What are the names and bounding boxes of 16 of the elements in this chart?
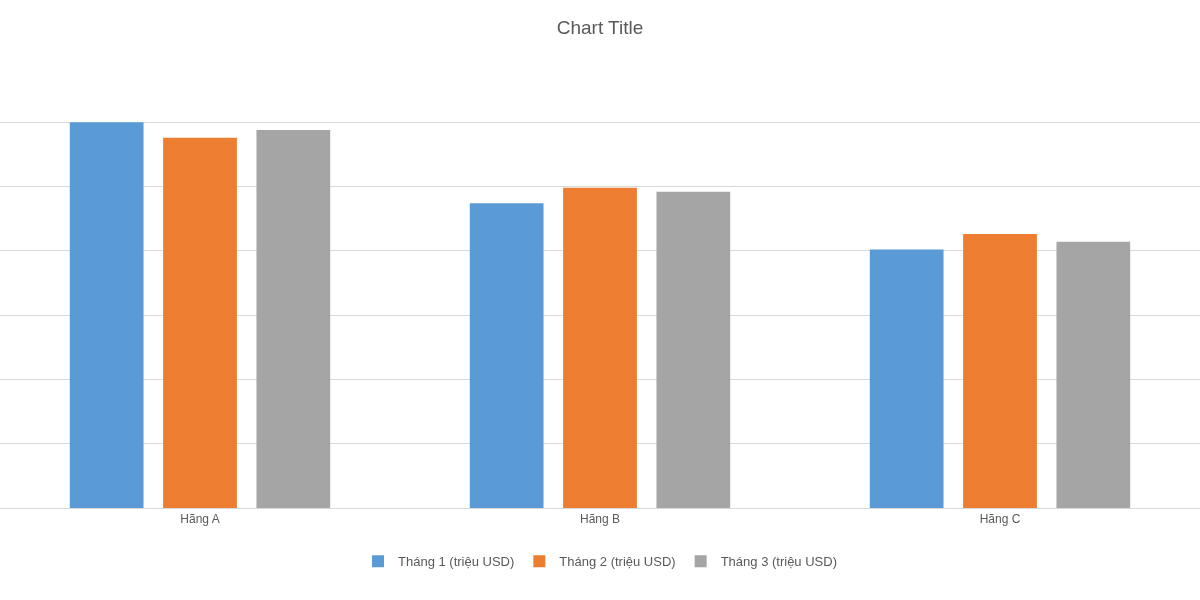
legend-label: Tháng 2 (triệu USD) [559, 554, 676, 570]
x-tick-label: Hãng B [579, 512, 621, 527]
bar [256, 129, 331, 508]
legend-label: Tháng 1 (triệu USD) [398, 554, 515, 570]
bar [69, 122, 144, 508]
bar [469, 203, 544, 508]
chart-title: Chart Title [556, 16, 644, 38]
legend-label: Tháng 3 (triệu USD) [720, 554, 837, 570]
bar [656, 191, 731, 508]
x-tick-label: Hãng C [979, 512, 1021, 527]
bar [869, 249, 944, 508]
bar [563, 187, 637, 508]
x-tick-label: Hãng A [180, 512, 220, 527]
bar [1056, 241, 1131, 508]
bar [963, 234, 1037, 508]
bar [163, 137, 237, 508]
